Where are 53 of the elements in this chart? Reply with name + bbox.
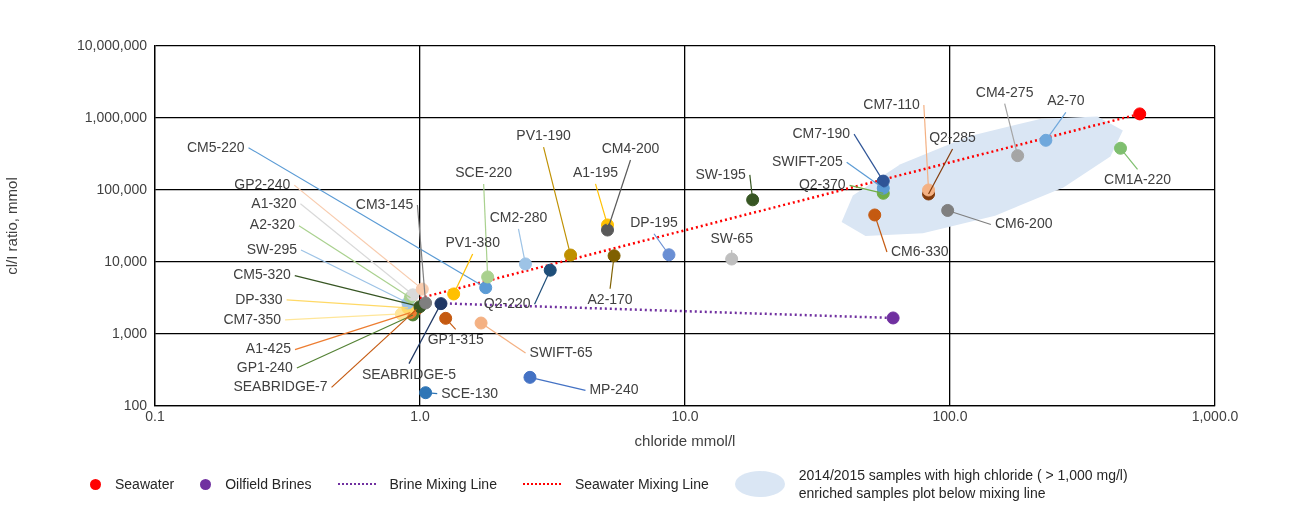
text: PV1-190 xyxy=(516,126,572,143)
x-tick-label: 1.0 xyxy=(410,408,430,425)
text: A1-425 xyxy=(245,340,292,357)
text: SW-295 xyxy=(246,240,298,257)
series-label: GP1-315 xyxy=(427,331,484,348)
x-tick-label: 10.0 xyxy=(671,408,699,425)
text: A2-320 xyxy=(249,216,296,233)
series-label: A2-70 xyxy=(1047,92,1085,109)
y-tick-label: 10,000,000 xyxy=(76,36,148,53)
text: CM4-200 xyxy=(601,139,660,156)
x-axis-title: chloride mmol/l xyxy=(634,432,736,450)
y-tick-label: 1,000,000 xyxy=(84,108,148,125)
text: CM5-220 xyxy=(186,138,245,155)
legend-label: SCE-130 xyxy=(441,384,499,401)
legend-label: Seawater Mixing Line xyxy=(574,476,709,492)
y-tick-label: 1,000 xyxy=(111,324,148,341)
text: SWIFT-65 xyxy=(529,343,593,360)
x-tick-label: 1,000.0 xyxy=(1191,408,1239,425)
text: CM4-275 xyxy=(975,83,1034,100)
text: CM2-280 xyxy=(489,208,548,225)
text: CM3-145 xyxy=(355,195,414,212)
text: CM7-350 xyxy=(223,310,282,327)
text: CM7-110 xyxy=(863,95,921,112)
x-tick-label: 100.0 xyxy=(932,408,968,425)
text: A2-170 xyxy=(587,290,633,307)
text: CM5-320 xyxy=(233,266,291,283)
series-label: DP-195 xyxy=(630,213,678,230)
y-axis-title: cl/I ratio, mmol xyxy=(3,177,21,275)
text: Q2-370 xyxy=(798,176,846,193)
text: SCE-220 xyxy=(455,163,513,180)
series-label: CM1A-220 xyxy=(1104,171,1172,188)
text: CM7-190 xyxy=(792,124,851,141)
series-label: Q2-220 xyxy=(483,295,531,312)
legend-label: Seawater xyxy=(115,476,175,492)
legend-label: CM6-200 xyxy=(994,215,1053,232)
legend-label: Oilfield Brines xyxy=(225,476,312,492)
text: GP1-240 xyxy=(236,358,294,375)
y-tick-label: 10,000 xyxy=(104,252,148,269)
legend-label: Brine Mixing Line xyxy=(389,476,497,492)
text: GP2-240 xyxy=(234,175,291,192)
series-label: CM6-330 xyxy=(890,242,949,259)
y-tick-label: 100,000 xyxy=(96,180,148,197)
text: PV1-380 xyxy=(445,233,501,250)
text: SWIFT-205 xyxy=(771,153,843,170)
legend-label: 2014/2015 samples with high chloride ( > 1,000 mg/l) enriched samples plot below mixing line xyxy=(798,466,1129,502)
series-label: SW-195 xyxy=(695,165,747,182)
legend-label: MP-240 xyxy=(589,381,639,398)
series-label: SW-65 xyxy=(710,229,754,246)
text: DP-330 xyxy=(235,290,283,307)
text: A1-320 xyxy=(251,194,297,211)
text: A1-195 xyxy=(572,163,619,180)
x-tick-label: 0.1 xyxy=(145,408,165,425)
text: SEABRIDGE-7 xyxy=(233,378,328,395)
